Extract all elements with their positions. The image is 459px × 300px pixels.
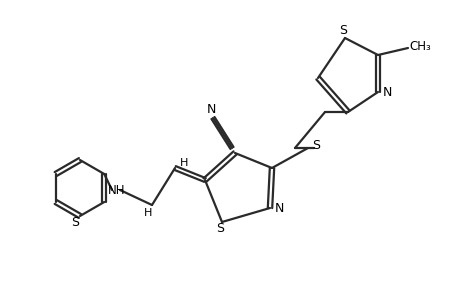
Text: S: S (71, 215, 79, 229)
Text: H: H (179, 158, 188, 168)
Text: S: S (216, 223, 224, 236)
Text: N: N (274, 202, 283, 214)
Text: N: N (381, 85, 391, 98)
Text: N: N (206, 103, 215, 116)
Text: NH: NH (108, 184, 125, 196)
Text: CH₃: CH₃ (408, 40, 430, 52)
Text: S: S (311, 139, 319, 152)
Text: S: S (338, 23, 346, 37)
Text: H: H (144, 208, 152, 218)
